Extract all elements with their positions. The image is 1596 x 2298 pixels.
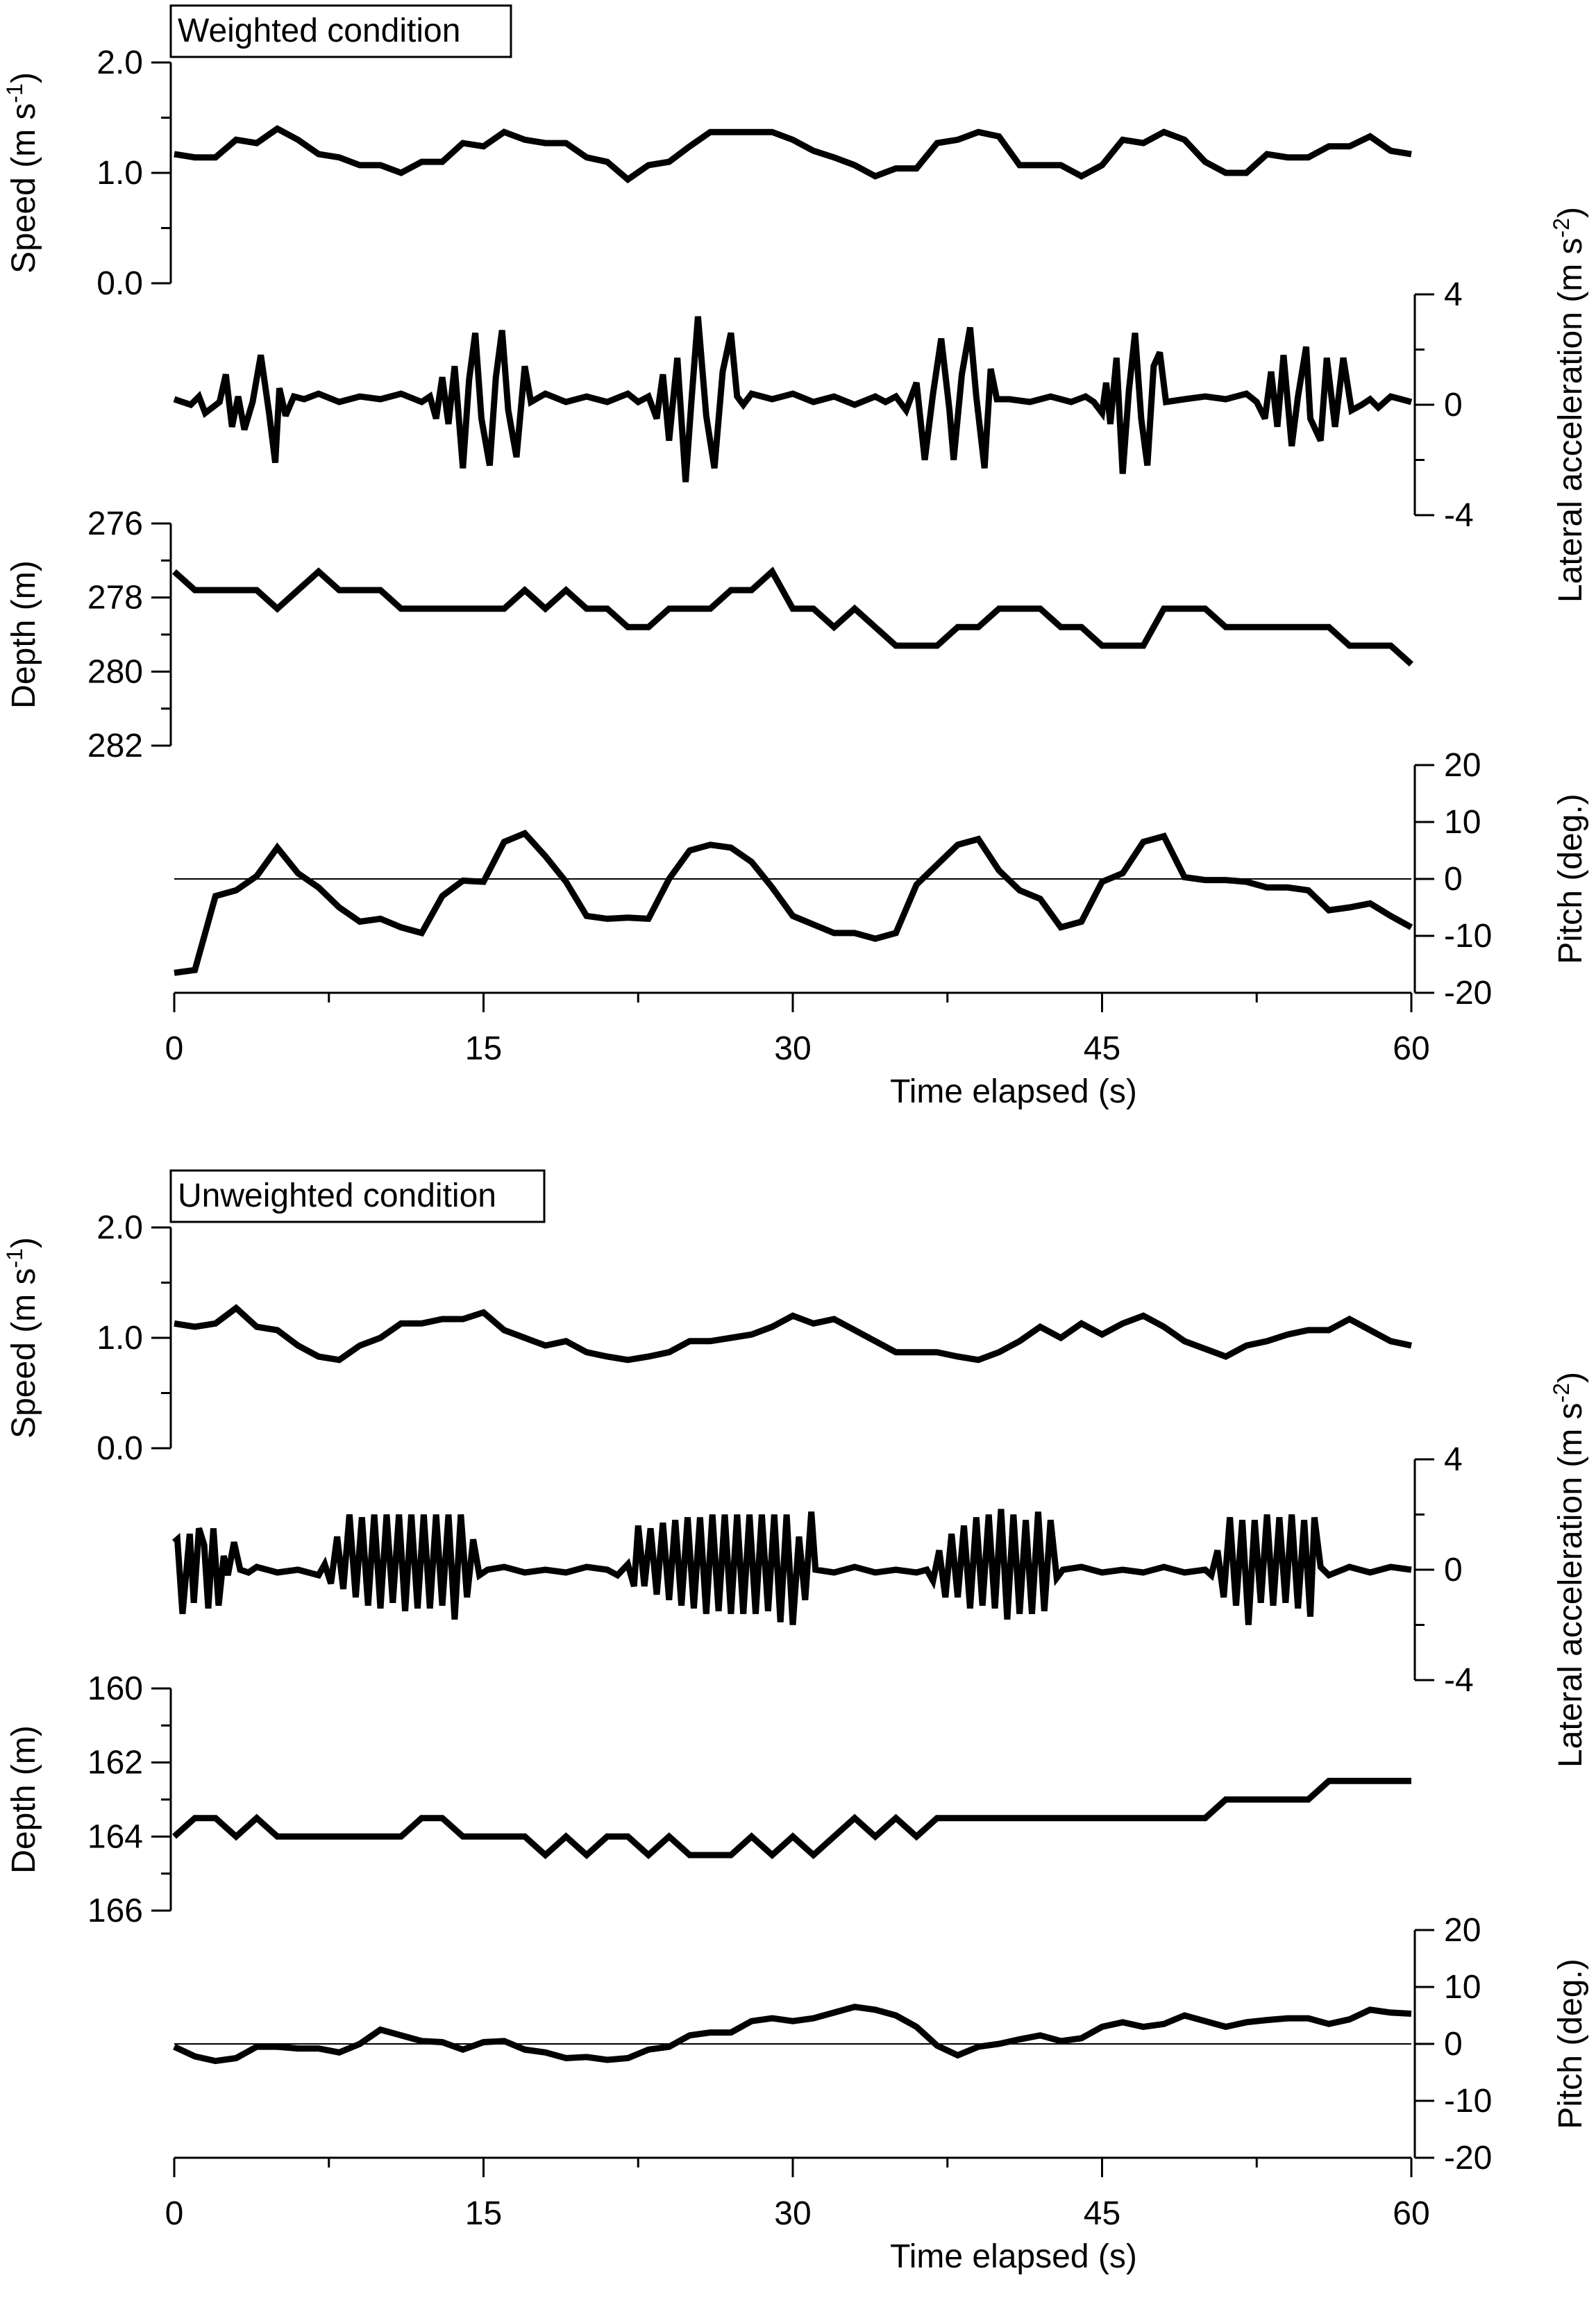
pitch-tick-label: 0 [1444, 861, 1463, 898]
depth-panel: 160 162 164 166 Depth (m) [6, 1670, 1411, 1929]
depth-series-line [171, 567, 1414, 667]
weighted-figure-block: Weighted condition 0.0 1.0 2.0 Speed (m s-1)… [2, 4, 1589, 1110]
x-tick-label: 30 [774, 2195, 811, 2232]
speed-series-line [174, 125, 1412, 184]
speed-panel: 0.0 1.0 2.0 Speed (m s-1) [2, 1209, 1412, 1467]
lateral-panel: -4 0 4 Lateral acceleration (m s-2) [172, 1372, 1589, 1768]
x-tick-label: 15 [465, 2195, 502, 2232]
pitch-tick-label: -20 [1444, 975, 1492, 1012]
x-tick-label: 0 [165, 1030, 184, 1067]
pitch-panel: -20 -10 0 10 20 Pitch (deg.) [173, 1912, 1589, 2177]
depth-tick-label: 276 [87, 505, 143, 542]
lateral-tick-label: 4 [1444, 1441, 1463, 1478]
pitch-axis-title: Pitch (deg.) [1552, 1959, 1589, 2129]
pitch-tick-label: -10 [1444, 2083, 1492, 2120]
x-tick-label: 0 [165, 2195, 184, 2232]
pitch-axis-title: Pitch (deg.) [1552, 794, 1589, 964]
speed-panel: 0.0 1.0 2.0 Speed (m s-1) [2, 44, 1412, 302]
speed-axis-title: Speed (m s-1) [2, 1237, 42, 1439]
depth-tick-label: 280 [87, 653, 143, 690]
x-axis-title: Time elapsed (s) [890, 2238, 1137, 2275]
depth-tick-label: 160 [87, 1670, 143, 1707]
pitch-tick-label: -20 [1444, 2140, 1492, 2177]
depth-axis-title: Depth (m) [6, 1725, 42, 1873]
x-tick-label: 30 [774, 1030, 811, 1067]
lateral-axis-title: Lateral acceleration (m s-2) [1549, 207, 1589, 603]
x-axis: 0 15 30 45 60 Time elapsed (s) [165, 2156, 1430, 2275]
condition-title: Unweighted condition [178, 1177, 496, 1214]
lateral-tick-label: 0 [1444, 387, 1463, 423]
lateral-series-line [172, 1509, 1412, 1625]
pitch-tick-label: 20 [1444, 747, 1481, 784]
depth-tick-label: 164 [87, 1818, 143, 1855]
pitch-series-line [174, 830, 1413, 976]
lateral-series-line [173, 316, 1413, 483]
speed-axis-title: Speed (m s-1) [2, 72, 42, 274]
depth-tick-label: 162 [87, 1745, 143, 1781]
x-tick-label: 45 [1084, 1030, 1120, 1067]
lateral-tick-label: 0 [1444, 1552, 1463, 1588]
speed-series-line [174, 1304, 1412, 1364]
pitch-panel: -20 -10 0 10 20 Pitch (deg.) [174, 747, 1589, 1012]
pitch-tick-label: 10 [1444, 804, 1481, 841]
condition-title: Weighted condition [178, 12, 460, 49]
lateral-axis-title: Lateral acceleration (m s-2) [1549, 1372, 1589, 1768]
speed-tick-label: 2.0 [96, 1209, 143, 1246]
speed-tick-label: 1.0 [96, 155, 143, 192]
condition-label: Weighted condition [169, 4, 512, 58]
depth-tick-label: 166 [87, 1893, 143, 1929]
x-tick-label: 60 [1393, 1030, 1429, 1067]
speed-tick-label: 1.0 [96, 1320, 143, 1357]
pitch-tick-label: 0 [1444, 2026, 1463, 2063]
pitch-series-line [173, 2004, 1412, 2065]
lateral-tick-label: 4 [1444, 276, 1463, 313]
depth-tick-label: 278 [87, 580, 143, 617]
depth-axis-title: Depth (m) [6, 560, 42, 708]
x-tick-label: 15 [465, 1030, 502, 1067]
depth-series-line [171, 1777, 1411, 1860]
x-tick-label: 60 [1393, 2195, 1429, 2232]
speed-tick-label: 0.0 [96, 265, 143, 302]
depth-tick-label: 282 [87, 728, 143, 764]
lateral-tick-label: -4 [1444, 497, 1474, 534]
pitch-tick-label: -10 [1444, 918, 1492, 955]
x-axis-title: Time elapsed (s) [890, 1073, 1137, 1110]
speed-tick-label: 2.0 [96, 44, 143, 81]
lateral-tick-label: -4 [1444, 1662, 1474, 1699]
unweighted-figure-block: Unweighted condition 0.0 1.0 2.0 Speed (m s-… [2, 1169, 1589, 2275]
lateral-panel: -4 0 4 Lateral acceleration (m s-2) [173, 207, 1589, 603]
depth-panel: 276 278 280 282 Depth (m) [6, 505, 1414, 764]
x-tick-label: 45 [1084, 2195, 1120, 2232]
condition-label: Unweighted condition [169, 1169, 546, 1223]
pitch-tick-label: 10 [1444, 1969, 1481, 2006]
pitch-tick-label: 20 [1444, 1912, 1481, 1949]
speed-tick-label: 0.0 [96, 1430, 143, 1467]
x-axis: 0 15 30 45 60 Time elapsed (s) [165, 991, 1430, 1110]
